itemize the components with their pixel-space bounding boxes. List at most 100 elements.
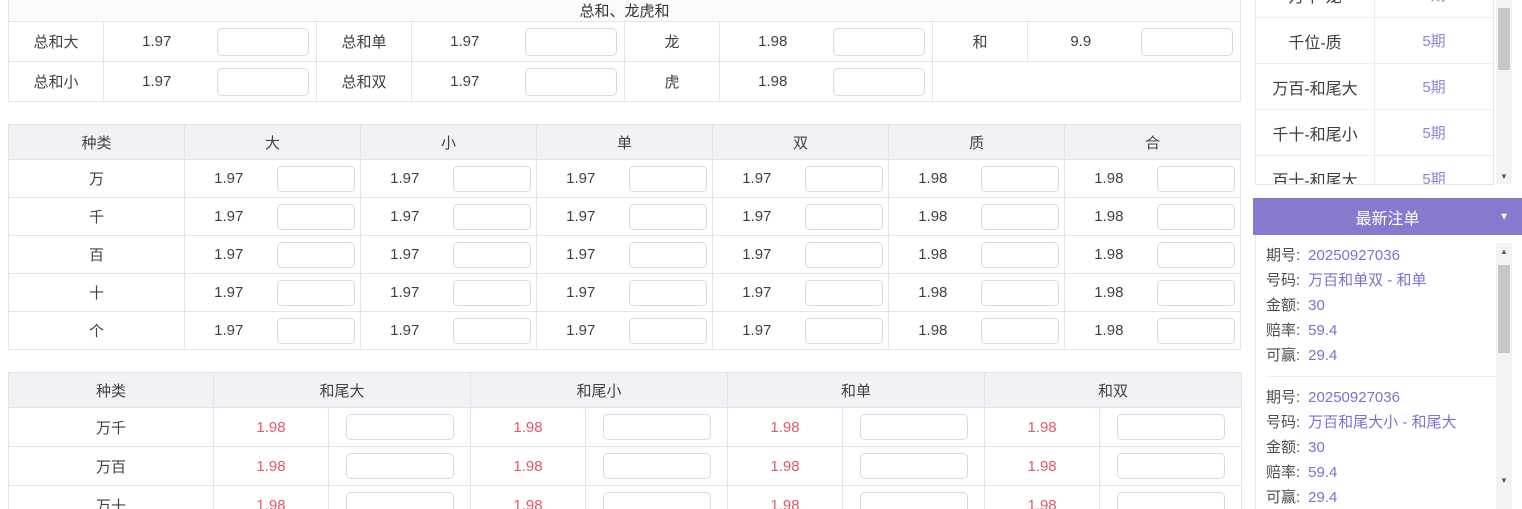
bet-amount-input[interactable] [453,317,532,344]
bet-type-label: 总和单 [316,21,412,62]
bet-amount-input[interactable] [832,67,925,96]
trend-periods: 5期 [1422,125,1446,142]
bet-amount-input[interactable] [216,67,309,96]
odds-value: 1.97 [103,61,210,102]
bet-input-cell [272,235,362,274]
scroll-down-button[interactable]: ▼ [1496,168,1512,184]
bet-type-label: 龙 [624,21,720,62]
bet-amount-input[interactable] [277,241,356,268]
bet-amount-input[interactable] [453,165,532,192]
chevron-down-icon[interactable]: ▼ [1499,211,1509,222]
odds-value: 1.98 [984,407,1101,447]
scroll-down-button[interactable]: ▼ [1496,472,1512,488]
bet-amount-input[interactable] [345,414,454,440]
bet-amount-input[interactable] [1157,317,1236,344]
odds-value: 1.98 [1064,159,1153,198]
field-value: 29.4 [1308,489,1338,506]
bet-amount-input[interactable] [629,241,708,268]
odds-value: 1.98 [984,446,1101,486]
odds-value: 1.98 [727,407,844,447]
bet-amount-input[interactable] [453,241,532,268]
bet-amount-input[interactable] [981,165,1060,192]
bet-amount-input[interactable] [805,165,884,192]
bet-amount-input[interactable] [524,67,617,96]
bet-issue-line: 期号: 20250927036 [1266,243,1512,268]
bet-amount-input[interactable] [832,27,925,56]
odds-value: 1.97 [536,273,625,312]
bet-input-cell [842,485,986,509]
bet-amount-input[interactable] [453,203,532,230]
bets-scrollbar[interactable]: ▲ ▼ [1496,243,1512,509]
bet-amount-input[interactable] [602,453,711,479]
bet-amount-input[interactable] [859,414,968,440]
empty-cell [931,61,1242,102]
field-label: 金额: [1266,439,1301,456]
bet-amount-input[interactable] [629,279,708,306]
trend-name: 百十-和尾大 [1256,156,1375,184]
scrollbar-thumb[interactable] [1498,8,1510,70]
trend-scrollbar[interactable]: ▼ [1496,0,1512,184]
bet-amount-input[interactable] [1116,453,1225,479]
bet-amount-input[interactable] [453,279,532,306]
bet-amount-input[interactable] [629,203,708,230]
field-label: 赔率: [1266,464,1301,481]
odds-value: 1.98 [1064,311,1153,350]
bet-amount-input[interactable] [981,317,1060,344]
bet-input-cell [517,61,625,102]
bet-amount-input[interactable] [216,27,309,56]
column-header: 单 [536,124,714,160]
bet-amount-input[interactable] [277,279,356,306]
bet-amount-input[interactable] [277,165,356,192]
odds-value: 1.97 [536,159,625,198]
bet-amount-input[interactable] [629,165,708,192]
bet-amount-input[interactable] [1157,279,1236,306]
odds-value: 1.98 [984,485,1101,509]
bet-amount-input[interactable] [981,241,1060,268]
trend-periods: 5期 [1422,171,1446,185]
bet-amount-input[interactable] [1116,414,1225,440]
list-item[interactable]: 千位-质 5期 [1256,18,1493,64]
bet-amount-input[interactable] [1140,27,1233,56]
bet-amount-input[interactable] [524,27,617,56]
bet-amount-input[interactable] [602,414,711,440]
bet-amount-input[interactable] [1116,492,1225,509]
list-item[interactable]: 百十-和尾大 5期 [1256,156,1493,185]
bet-amount-input[interactable] [345,492,454,509]
list-item[interactable]: 万百-和尾大 5期 [1256,64,1493,110]
bet-amount-input[interactable] [859,492,968,509]
table-row: 个 1.97 1.97 1.97 1.97 1.98 1.98 [8,311,1242,350]
bet-input-cell [327,407,472,447]
bet-amount-input[interactable] [859,453,968,479]
bet-amount-input[interactable] [277,317,356,344]
bet-amount-input[interactable] [602,492,711,509]
row-label: 万千 [8,407,214,447]
bet-input-cell [1152,197,1242,236]
bet-input-cell [624,159,714,198]
bet-amount-input[interactable] [981,203,1060,230]
bet-amount-input[interactable] [1157,203,1236,230]
bet-issue-line: 期号: 20250927036 [1266,385,1512,410]
list-item[interactable]: 万十-龙 8期 [1256,0,1493,18]
bet-amount-input[interactable] [981,279,1060,306]
column-header: 和尾大 [212,372,472,408]
bet-amount-input[interactable] [1157,241,1236,268]
table-row: 万十 1.98 1.98 1.98 1.98 [8,485,1243,509]
list-item[interactable]: 千十-和尾小 5期 [1256,110,1493,156]
bet-amount-input[interactable] [805,317,884,344]
scroll-up-button[interactable]: ▲ [1496,243,1512,259]
table-row: 千 1.97 1.97 1.97 1.97 1.98 1.98 [8,197,1242,236]
odds-value: 1.98 [213,446,329,486]
row-label: 万百 [8,446,214,486]
scrollbar-thumb[interactable] [1498,265,1510,353]
bet-input-cell [624,197,714,236]
latest-bets-header[interactable]: 最新注单 ▼ [1253,198,1522,235]
bet-amount-input[interactable] [805,279,884,306]
bet-entry: 期号: 20250927036 号码: 万百和单双 - 和单 金额: 30 赔率: 59… [1256,235,1512,376]
trend-list: 万十-龙 8期 千位-质 5期 万百-和尾大 5期 千十-和尾小 5期 百十-和… [1255,0,1494,185]
bet-amount-input[interactable] [345,453,454,479]
bet-amount-input[interactable] [805,203,884,230]
bet-amount-input[interactable] [1157,165,1236,192]
bet-amount-input[interactable] [277,203,356,230]
bet-amount-input[interactable] [805,241,884,268]
bet-amount-input[interactable] [629,317,708,344]
